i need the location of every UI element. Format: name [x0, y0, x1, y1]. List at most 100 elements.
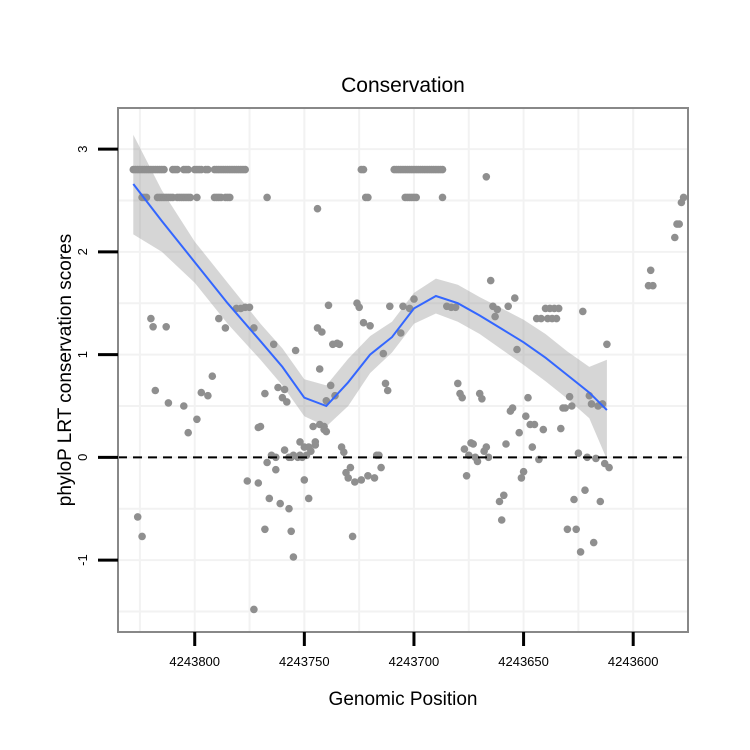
- data-point-279: [596, 497, 605, 506]
- data-point-185: [381, 379, 390, 388]
- data-point-187: [386, 302, 394, 311]
- data-point-271: [579, 307, 587, 316]
- data-point-249: [530, 420, 539, 429]
- y-tick-label-4: 3: [75, 145, 90, 152]
- data-point-168: [340, 448, 348, 457]
- data-point-120: [193, 415, 201, 424]
- data-point-217: [460, 445, 469, 453]
- data-point-272: [581, 486, 589, 495]
- x-tick-label-2: 4243700: [389, 654, 440, 669]
- data-point-127: [138, 532, 146, 541]
- data-point-191: [410, 295, 418, 303]
- data-point-134: [256, 422, 265, 431]
- data-point-266: [568, 402, 576, 410]
- data-point-141: [280, 385, 289, 394]
- data-point-252: [537, 314, 545, 323]
- data-point-223: [473, 457, 482, 466]
- data-point-245: [522, 412, 530, 421]
- data-point-248: [528, 443, 537, 451]
- data-point-268: [572, 525, 580, 534]
- data-point-137: [269, 340, 278, 349]
- loess-smooth-line: [132, 183, 608, 411]
- data-point-102: [438, 193, 447, 202]
- data-point-259: [552, 314, 561, 323]
- data-point-229: [486, 276, 495, 285]
- data-point-67: [226, 193, 234, 202]
- y-tick-label-0: -1: [75, 554, 90, 566]
- data-point-231: [491, 312, 499, 321]
- data-point-107: [671, 233, 679, 242]
- x-axis: 4243800 4243750 4243700 4243650 4243600: [169, 632, 659, 669]
- data-point-101: [412, 193, 421, 202]
- data-point-218: [462, 472, 471, 480]
- data-point-146: [291, 346, 300, 355]
- data-point-264: [563, 525, 572, 534]
- data-point-139: [274, 383, 282, 392]
- smooth-line-group: [132, 183, 608, 411]
- data-point-126: [133, 513, 142, 521]
- data-point-166: [335, 340, 344, 349]
- data-point-227: [482, 443, 491, 451]
- data-point-213: [451, 303, 460, 312]
- data-point-26: [204, 165, 212, 174]
- data-point-173: [351, 478, 359, 486]
- data-point-68: [263, 193, 271, 202]
- data-point-116: [151, 386, 160, 395]
- data-point-228: [484, 453, 493, 462]
- data-point-197: [265, 494, 274, 503]
- data-point-192: [250, 605, 258, 614]
- data-point-189: [399, 302, 407, 311]
- data-point-240: [511, 294, 519, 302]
- x-tick-label-1: 4243750: [279, 654, 330, 669]
- data-point-150: [300, 476, 309, 484]
- data-point-103: [313, 204, 322, 213]
- data-point-200: [280, 446, 289, 454]
- data-point-236: [502, 440, 510, 448]
- data-point-283: [605, 463, 613, 472]
- data-point-117: [164, 399, 173, 407]
- x-tick-label-3: 4243650: [498, 654, 549, 669]
- data-point-233: [495, 497, 504, 506]
- data-point-276: [589, 538, 598, 547]
- data-point-232: [493, 305, 502, 314]
- data-point-246: [524, 393, 532, 402]
- data-point-124: [215, 314, 223, 323]
- data-point-119: [184, 428, 192, 437]
- data-point-282: [603, 340, 611, 349]
- data-point-235: [500, 491, 508, 500]
- chart-title: Conservation: [341, 74, 465, 97]
- data-point-214: [454, 379, 462, 388]
- data-point-193: [243, 477, 252, 485]
- data-point-123: [208, 372, 217, 381]
- x-tick-label-4: 4243600: [608, 654, 659, 669]
- data-point-161: [324, 301, 333, 310]
- y-tick-label-2: 1: [75, 351, 90, 358]
- data-point-178: [364, 472, 372, 480]
- data-point-176: [357, 476, 366, 484]
- data-point-114: [149, 323, 157, 331]
- data-point-253: [539, 425, 548, 434]
- data-point-171: [346, 463, 355, 472]
- data-point-20: [184, 165, 192, 174]
- data-point-144: [287, 527, 296, 536]
- data-point-179: [366, 322, 374, 330]
- confidence-ribbon-group: [133, 134, 607, 460]
- data-point-265: [565, 392, 574, 401]
- data-point-234: [497, 516, 506, 524]
- data-point-260: [554, 304, 563, 313]
- data-point-135: [261, 389, 269, 398]
- data-point-186: [383, 386, 392, 395]
- data-point-104: [482, 173, 491, 181]
- data-point-95: [364, 193, 372, 202]
- data-point-239: [508, 404, 517, 412]
- data-point-243: [517, 474, 526, 482]
- data-point-241: [513, 345, 521, 354]
- data-point-115: [162, 323, 170, 331]
- data-point-170: [344, 474, 353, 482]
- data-point-70: [359, 165, 368, 174]
- data-point-175: [355, 303, 364, 312]
- data-point-148: [296, 438, 304, 446]
- data-point-225: [478, 395, 486, 403]
- data-point-59: [186, 193, 195, 202]
